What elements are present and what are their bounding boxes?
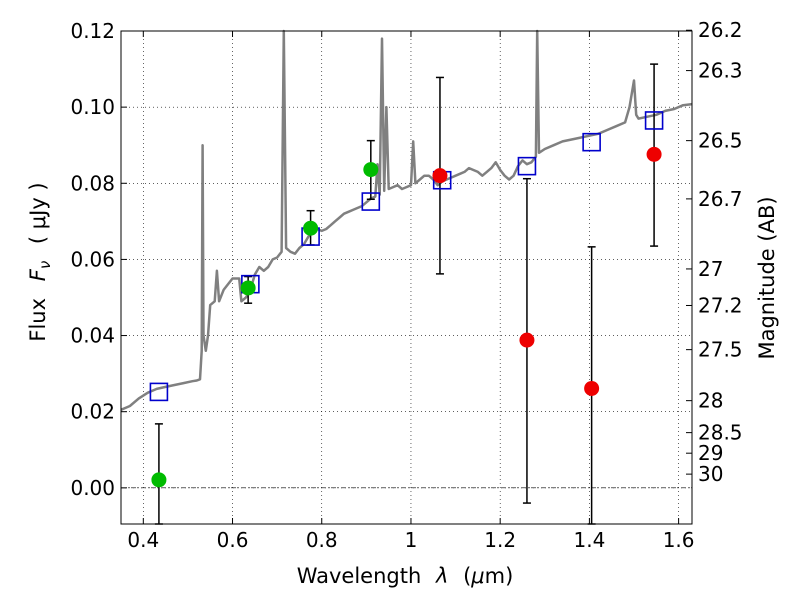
y-axis-label-text: Flux bbox=[26, 298, 50, 342]
plot-frame bbox=[120, 30, 693, 525]
magnitude-tick-label: 28 bbox=[698, 389, 723, 413]
green-data-point bbox=[303, 220, 319, 236]
y-tick-label: 0.00 bbox=[70, 476, 115, 500]
magnitude-tick-label: 27 bbox=[698, 257, 723, 281]
magnitude-tick-label: 26.3 bbox=[698, 59, 743, 83]
y-tick-label: 0.12 bbox=[70, 19, 115, 43]
red-data-point bbox=[646, 146, 662, 162]
x-tick-label: 0.8 bbox=[306, 528, 338, 552]
red-data-point bbox=[584, 380, 600, 396]
y-tick-label: 0.04 bbox=[70, 324, 115, 348]
model-photometry-square bbox=[361, 192, 381, 211]
magnitude-tick-label: 30 bbox=[698, 462, 723, 486]
model-photometry-squares bbox=[149, 111, 664, 402]
green-data-point bbox=[240, 280, 256, 296]
y-tick-label: 0.08 bbox=[70, 171, 115, 195]
model-spectrum bbox=[120, 29, 693, 411]
x-tick-label: 0.6 bbox=[217, 528, 249, 552]
x-tick-label: 0.4 bbox=[127, 528, 159, 552]
magnitude-axis-label: Magnitude (AB) bbox=[755, 196, 779, 359]
grid-lines bbox=[121, 30, 692, 524]
y-axis-ticks: 0.00 0.02 0.04 0.06 0.08 0.10 0.12 bbox=[70, 19, 127, 500]
y-axis-label: Flux Fν ( μJy ) bbox=[26, 182, 55, 341]
x-axis-label-symbol: λ bbox=[435, 564, 448, 588]
x-tick-label: 1.6 bbox=[663, 528, 695, 552]
x-axis-label: Wavelength λ (μm) bbox=[297, 564, 514, 588]
x-tick-label: 1.2 bbox=[484, 528, 516, 552]
y-tick-label: 0.06 bbox=[70, 247, 115, 271]
x-axis-label-text: Wavelength bbox=[297, 564, 422, 588]
magnitude-tick-label: 27.2 bbox=[698, 293, 743, 317]
y-axis-label-symbol: F bbox=[26, 268, 50, 281]
x-tick-label: 1 bbox=[405, 528, 418, 552]
x-axis-label-unit-mu: μ bbox=[470, 564, 484, 588]
red-data-point bbox=[432, 168, 448, 184]
magnitude-tick-label: 28.5 bbox=[698, 421, 743, 445]
magnitude-tick-label: 26.7 bbox=[698, 187, 743, 211]
model-photometry-square bbox=[149, 382, 169, 402]
observed-points bbox=[151, 146, 662, 488]
x-axis-label-unit-rest: m) bbox=[485, 564, 514, 588]
magnitude-tick-label: 27.5 bbox=[698, 338, 743, 362]
magnitude-tick-label: 29 bbox=[698, 441, 723, 465]
spectrum-line bbox=[120, 29, 693, 411]
model-photometry-square bbox=[517, 156, 537, 176]
y-tick-label: 0.02 bbox=[70, 400, 115, 424]
magnitude-tick-label: 26.2 bbox=[698, 18, 743, 42]
green-data-point bbox=[151, 472, 167, 488]
y-axis-label-unit: ( μJy ) bbox=[26, 182, 50, 244]
magnitude-tick-label: 26.5 bbox=[698, 129, 743, 153]
model-photometry-square bbox=[644, 111, 664, 130]
y-axis-label-subscript: ν bbox=[36, 261, 54, 269]
x-axis-label-unit-open: ( bbox=[463, 564, 471, 588]
y-tick-label: 0.10 bbox=[70, 95, 115, 119]
model-photometry-square bbox=[582, 132, 601, 152]
x-tick-label: 1.4 bbox=[573, 528, 605, 552]
x-axis-ticks: 0.4 0.6 0.8 1 1.2 1.4 1.6 bbox=[127, 31, 695, 552]
red-data-point bbox=[519, 332, 535, 348]
green-data-point bbox=[363, 162, 379, 178]
